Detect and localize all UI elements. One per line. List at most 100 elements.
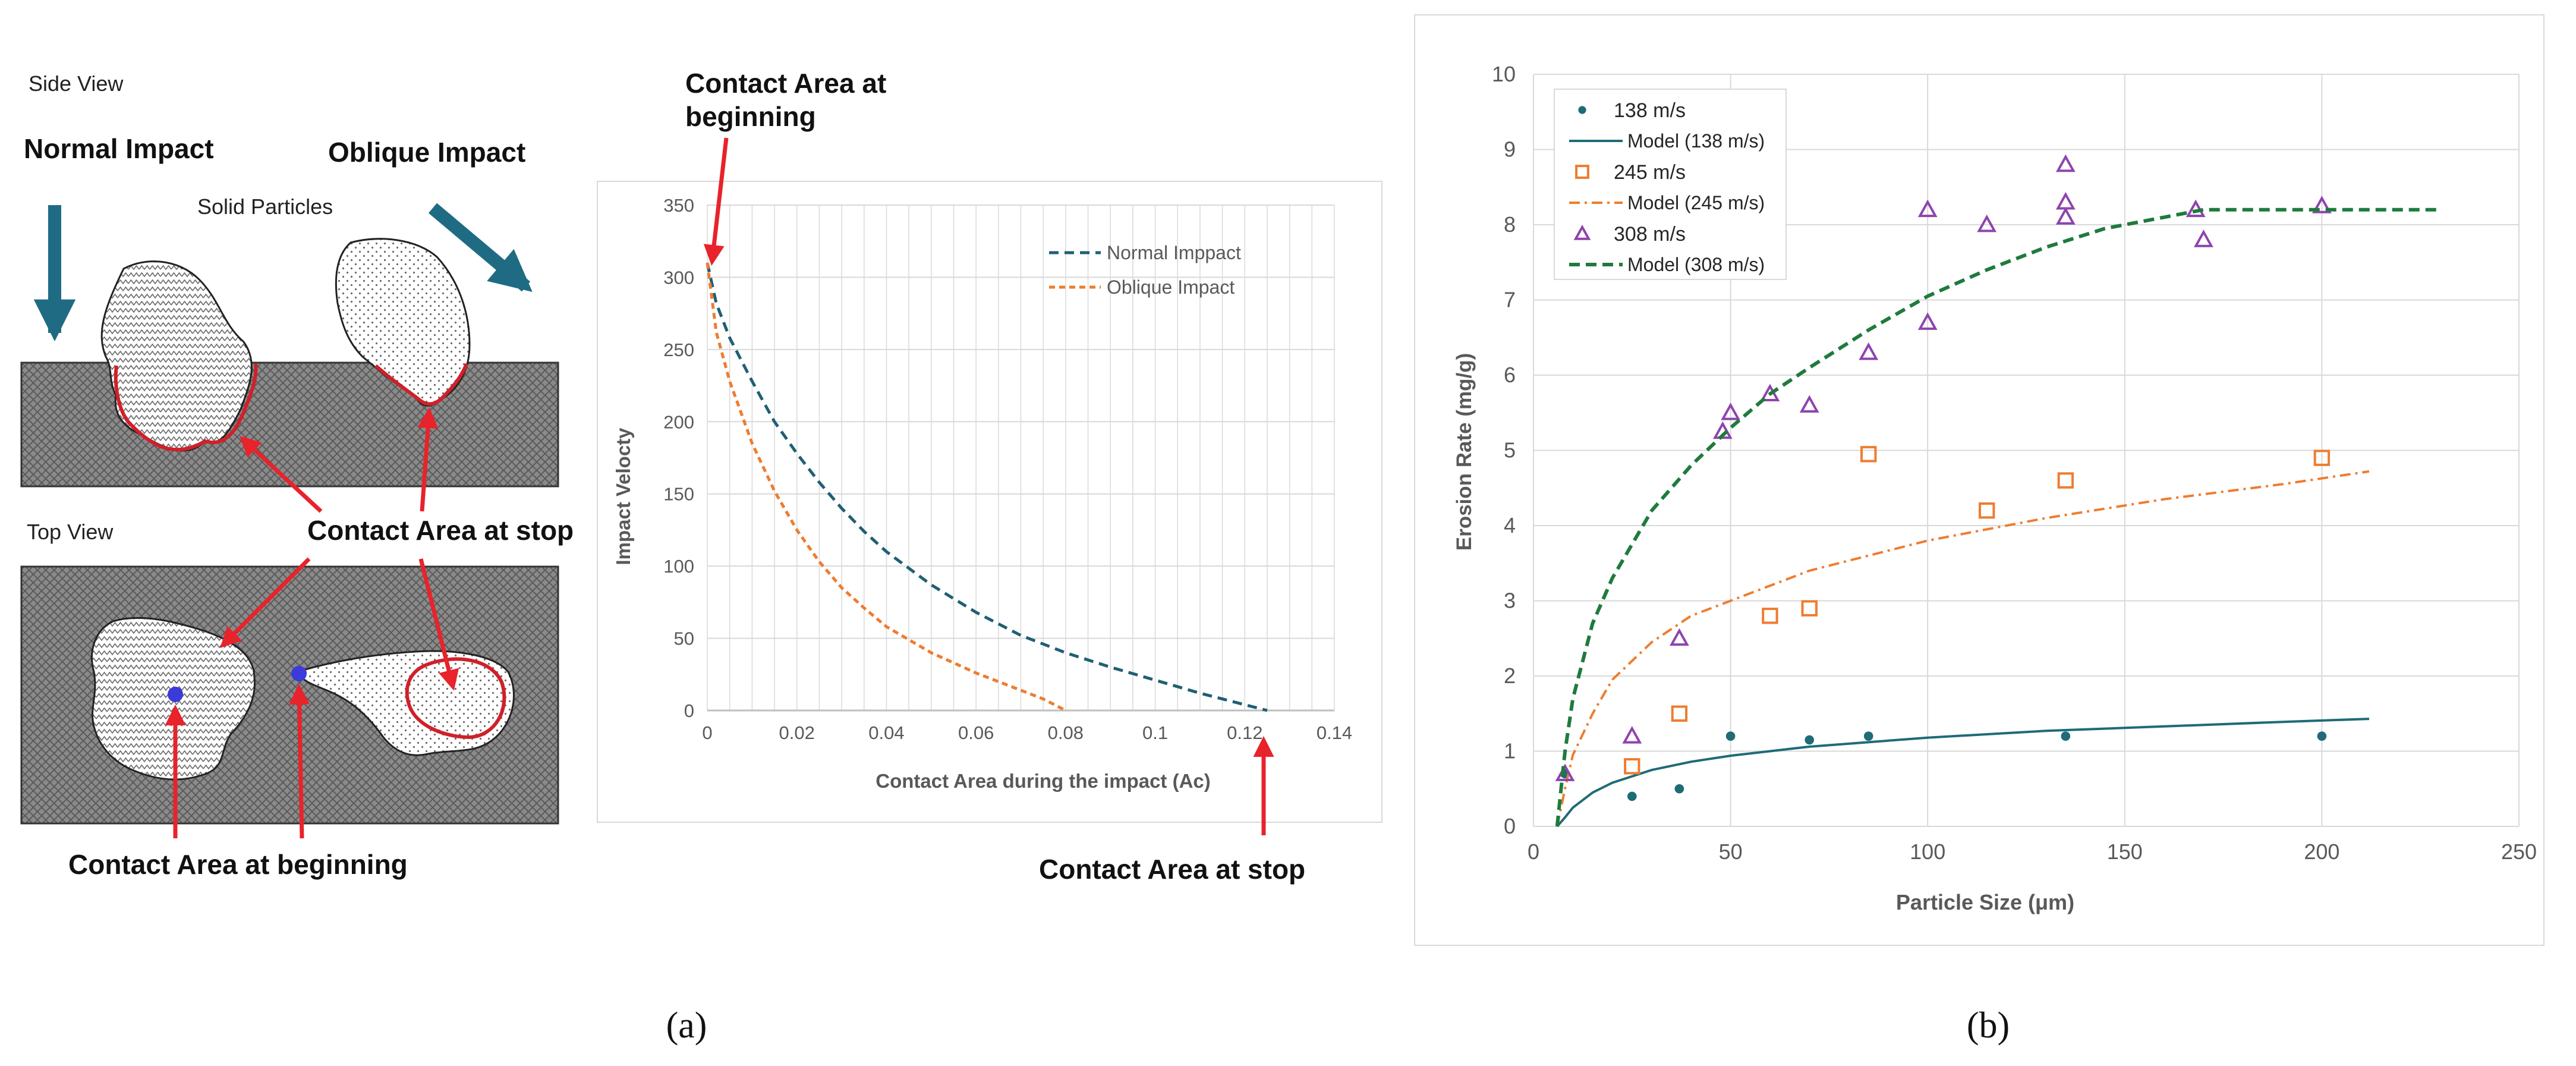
chart-a-x-tick-label: 0.12: [1227, 722, 1262, 743]
chart-b-point-square: [1671, 705, 1688, 722]
chart-b-point-triangle: [2312, 196, 2332, 213]
chart-b-axes: 0 50 100 150 200 250 0 1 2 3 4 5 6 7 8 9 10: [1492, 62, 2537, 864]
annotation-begin-line1: Contact Area at: [685, 68, 886, 99]
chart-a-y-tick-label: 0: [684, 700, 694, 721]
chart-b-legend-label: Model (308 m/s): [1627, 254, 1765, 275]
oblique-contact-outline-side: [374, 363, 468, 406]
chart-b-point-triangle: [1622, 726, 1642, 744]
chart-a-legend: Normal Imppact Oblique Impact: [1049, 242, 1241, 298]
contact-area-beginning-label: Contact Area at beginning: [68, 849, 408, 880]
chart-a-frame: [597, 181, 1383, 823]
oblique-particle-top: [295, 650, 515, 756]
chart-b-point-dot: [1627, 791, 1637, 801]
chart-b-y-tick-label: 10: [1492, 62, 1516, 86]
chart-a-y-tick-label: 150: [663, 484, 694, 505]
caption-a: (a): [666, 1005, 707, 1046]
chart-b-y-axis-label: Erosion Rate (mg/g): [1453, 353, 1476, 551]
chart-b-x-tick-label: 50: [1719, 839, 1743, 864]
legend-normal-label: Normal Imppact: [1107, 242, 1241, 263]
chart-a-y-tick-label: 300: [663, 267, 694, 288]
chart-b-legend-label: Model (245 m/s): [1627, 192, 1765, 213]
chart-b-legend-label: 138 m/s: [1614, 99, 1686, 122]
solid-particles-label: Solid Particles: [197, 194, 333, 219]
chart-b-x-tick-label: 0: [1528, 839, 1539, 864]
chart-b-point-dot: [1725, 731, 1736, 741]
chart-a-series: [706, 262, 1268, 712]
chart-b-point-square: [1860, 446, 1877, 463]
chart-b-y-tick-label: 3: [1504, 589, 1516, 613]
chart-a-x-axis-label: Contact Area during the impact (Ac): [876, 770, 1211, 792]
chart-a-gridlines: [707, 205, 1335, 711]
chart-a-y-tick-label: 350: [663, 195, 694, 216]
chart-b-legend: 138 m/s Model (138 m/s) 245 m/s Model (245 …: [1554, 89, 1787, 280]
legend-oblique-label: Oblique Impact: [1107, 276, 1235, 298]
chart-a-y-tick-label: 200: [663, 411, 694, 432]
chart-b-y-tick-label: 2: [1504, 664, 1516, 688]
chart-b-legend-marker: [1575, 165, 1589, 179]
chart-b-point-triangle: [1799, 395, 1819, 413]
chart-a-y-tick-label: 50: [674, 628, 694, 649]
chart-b-point-triangle: [1977, 214, 1997, 232]
stop-arrow-to-oblique-top: [418, 558, 459, 691]
chart-a-y-axis-label: Impact Velocty: [612, 427, 634, 565]
stop-arrow-to-normal-top: [220, 557, 311, 648]
chart-a-y-tick-label: 100: [663, 556, 694, 577]
chart-b-x-tick-label: 100: [1910, 839, 1945, 864]
chart-a-x-tick-label: 0.04: [868, 722, 904, 743]
normal-impact-series-line: [706, 262, 1268, 712]
chart-b-series: [1555, 154, 2440, 828]
oblique-impact-arrow-icon: [428, 203, 533, 293]
normal-particle-side: [100, 260, 253, 452]
chart-b-point-square: [1801, 600, 1818, 617]
chart-b-x-tick-label: 150: [2107, 839, 2143, 864]
chart-b-point-dot: [2061, 731, 2071, 741]
chart-b-legend-box: [1554, 89, 1787, 280]
chart-a: 0 0.02 0.04 0.06 0.08 0.1 0.12 0.14 0 50 100 150 200…: [597, 68, 1383, 885]
stop-arrow-to-normal-side: [239, 436, 323, 513]
chart-b-y-tick-label: 5: [1504, 438, 1516, 463]
chart-b-y-tick-label: 8: [1504, 212, 1516, 237]
chart-b-legend-label: 308 m/s: [1614, 223, 1686, 246]
stop-arrow-to-oblique-side: [417, 407, 439, 512]
chart-b-point-triangle: [1721, 402, 1740, 420]
oblique-impact-label: Oblique Impact: [328, 137, 525, 168]
chart-b-point-triangle: [2194, 229, 2213, 247]
chart-b-y-tick-label: 7: [1504, 288, 1516, 312]
chart-b-legend-marker: [1578, 106, 1586, 114]
chart-b-point-dot: [1863, 731, 1873, 741]
impact-schematic: Side View Normal Impact Oblique Impact S…: [20, 71, 574, 880]
chart-b-x-axis-label: Particle Size (μm): [1896, 890, 2074, 914]
chart-a-x-tick-label: 0: [702, 722, 712, 743]
chart-b-point-triangle: [1859, 342, 1879, 360]
chart-b-y-tick-label: 4: [1504, 513, 1516, 537]
chart-b-legend-label: Model (138 m/s): [1627, 130, 1765, 152]
annotation-begin-arrow: [703, 137, 729, 266]
chart-b-point-dot: [2317, 731, 2327, 741]
chart-b-y-tick-label: 9: [1504, 137, 1516, 162]
chart-b-y-tick-label: 6: [1504, 363, 1516, 387]
chart-b-point-square: [2057, 472, 2074, 489]
begin-arrow-to-oblique-top: [289, 684, 310, 839]
chart-a-x-tick-label: 0.06: [958, 722, 994, 743]
annotation-begin-line2: beginning: [685, 101, 816, 132]
chart-a-x-tick-label: 0.08: [1048, 722, 1084, 743]
chart-b-legend-marker: [1573, 224, 1591, 240]
chart-b-point-dot: [1674, 784, 1684, 794]
chart-b-point-square: [1762, 608, 1778, 624]
chart-b-point-triangle: [2055, 207, 2076, 225]
side-view-surface: [20, 361, 559, 488]
oblique-contact-outline-top: [405, 657, 506, 740]
chart-b: 0 50 100 150 200 250 0 1 2 3 4 5 6 7 8 9 10 Particle Siz…: [1414, 14, 2544, 946]
chart-b-point-square: [2313, 449, 2331, 466]
chart-a-y-tick-label: 250: [663, 339, 694, 360]
chart-b-model-line-5: [1555, 207, 2440, 827]
chart-a-x-tick-label: 0.02: [779, 722, 815, 743]
top-view-label: Top View: [27, 520, 114, 544]
normal-contact-point-icon: [168, 687, 183, 702]
annotation-stop-label: Contact Area at stop: [1039, 854, 1305, 885]
contact-area-stop-label: Contact Area at stop: [307, 515, 574, 546]
chart-b-x-tick-label: 200: [2304, 839, 2339, 864]
oblique-impact-series-line: [706, 262, 1067, 712]
chart-b-model-line-3: [1555, 470, 2370, 827]
